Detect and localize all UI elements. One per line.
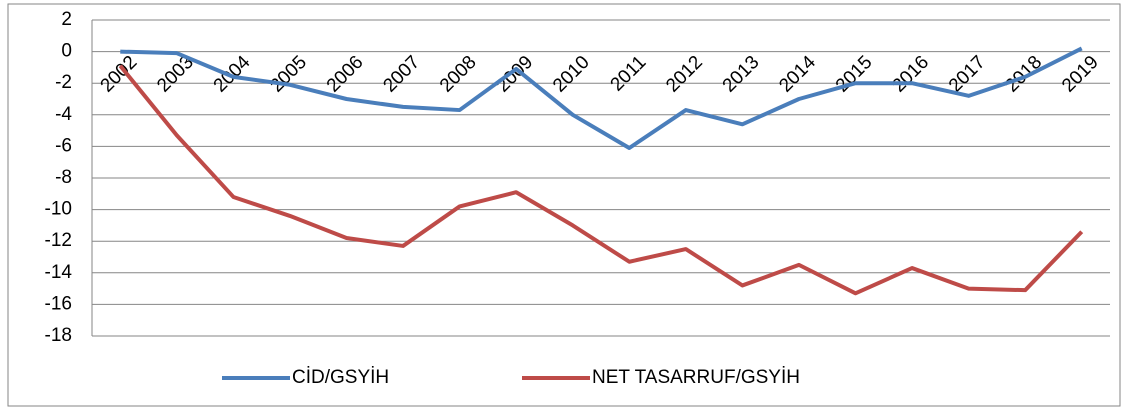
y-tick-label: -12 [45,230,72,251]
legend-label: CİD/GSYİH [292,367,389,388]
y-tick-label: -4 [55,104,72,125]
y-tick-label: -10 [45,199,72,220]
y-tick-label: -16 [45,293,72,314]
y-tick-label: 2 [61,9,72,30]
y-tick-label: -2 [55,72,72,93]
chart-border [7,3,1121,407]
y-tick-label: 0 [61,41,72,62]
line-series [120,46,1083,150]
y-tick-label: -8 [55,167,72,188]
line-series [118,64,1084,296]
y-tick-label: -6 [55,135,72,156]
y-tick-label: -18 [45,325,72,346]
y-tick-label: -14 [45,262,73,283]
legend-label: NET TASARRUF/GSYİH [592,367,800,388]
